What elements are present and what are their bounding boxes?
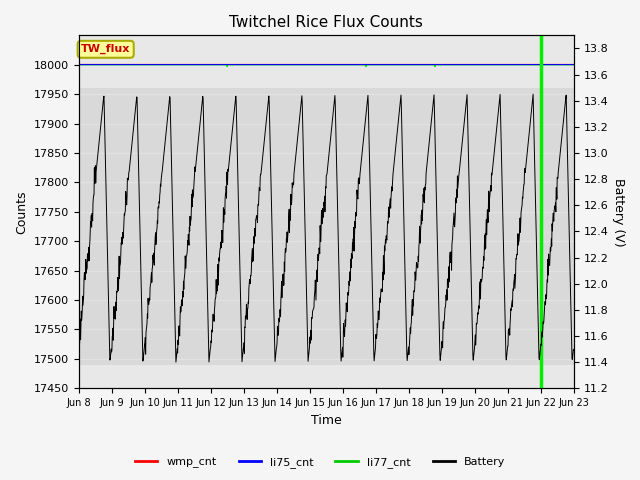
- X-axis label: Time: Time: [311, 414, 342, 427]
- Text: TW_flux: TW_flux: [81, 44, 131, 54]
- Legend: wmp_cnt, li75_cnt, li77_cnt, Battery: wmp_cnt, li75_cnt, li77_cnt, Battery: [131, 452, 509, 472]
- Y-axis label: Counts: Counts: [15, 190, 28, 234]
- Y-axis label: Battery (V): Battery (V): [612, 178, 625, 246]
- Bar: [79, 88, 573, 365]
- Title: Twitchel Rice Flux Counts: Twitchel Rice Flux Counts: [229, 15, 423, 30]
